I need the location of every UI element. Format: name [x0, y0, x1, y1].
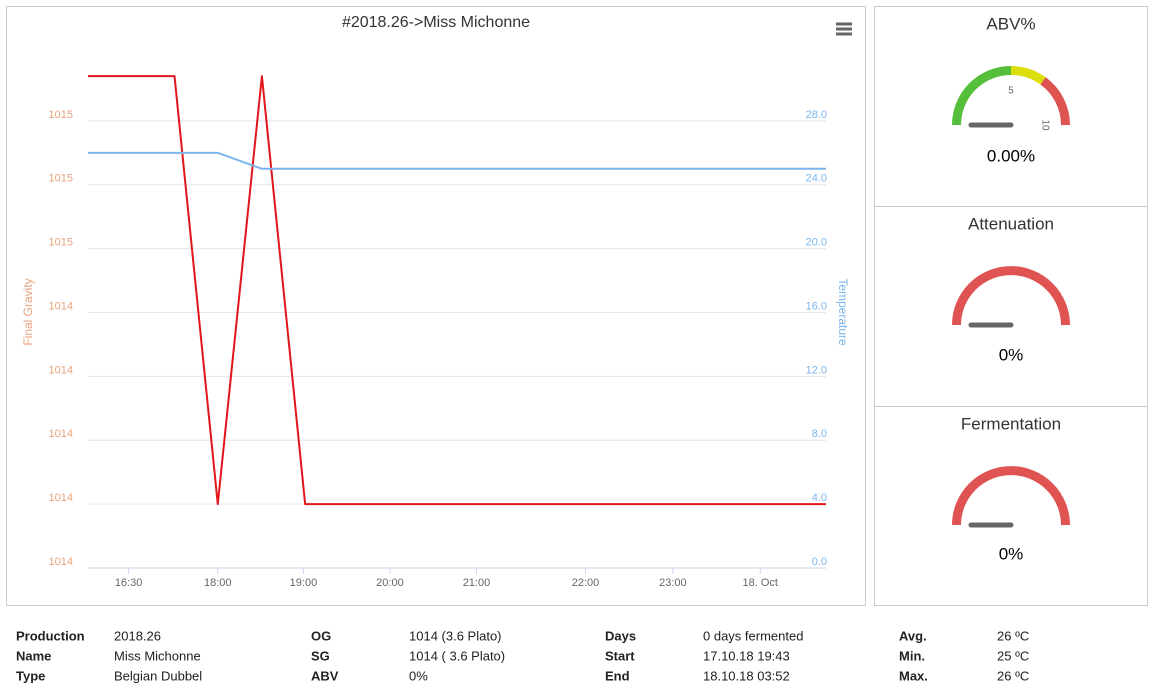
gauge-panel [874, 206, 1148, 407]
info-label: SG [311, 648, 330, 663]
gauge-value: 0.00% [987, 146, 1035, 165]
y2-tick-label: 24.0 [806, 173, 827, 185]
x-tick-label: 18. Oct [743, 577, 778, 589]
x-tick-label: 19:00 [290, 577, 318, 589]
x-tick-label: 20:00 [376, 577, 404, 589]
chart-panel [6, 6, 866, 606]
menu-icon[interactable] [836, 22, 852, 36]
gauge-tick-label: 10 [1039, 119, 1050, 131]
y2-tick-label: 4.0 [812, 492, 827, 504]
info-value: 17.10.18 19:43 [703, 648, 790, 663]
gauge-title: Attenuation [968, 214, 1054, 233]
gauge-tick-label: 5 [1008, 86, 1014, 97]
series-line [88, 75, 826, 506]
x-tick-label: 23:00 [659, 577, 687, 589]
y2-tick-label: 12.0 [806, 364, 827, 376]
info-value: 0% [409, 668, 428, 683]
info-value: 0 days fermented [703, 628, 803, 643]
y2-tick-label: 0.0 [812, 556, 827, 568]
gauge-band [1040, 77, 1070, 126]
y-tick-label: 1014 [49, 364, 73, 376]
info-label: OG [311, 628, 331, 643]
gauge-band [952, 266, 1070, 326]
y-tick-label: 1014 [49, 556, 73, 568]
info-value: 1014 (3.6 Plato) [409, 628, 502, 643]
info-value: 1014 ( 3.6 Plato) [409, 648, 505, 663]
info-label: Max. [899, 668, 928, 683]
y-axis-title: Final Gravity [21, 278, 35, 345]
series-line [88, 151, 826, 170]
info-value: 25 ºC [997, 648, 1029, 663]
gauge-band [952, 66, 1012, 126]
x-tick-label: 16:30 [115, 577, 143, 589]
info-label: Production [16, 628, 85, 643]
gauge-value: 0% [999, 345, 1024, 364]
y-tick-label: 1014 [49, 300, 73, 312]
y-tick-label: 1015 [49, 237, 73, 249]
gauge-title: Fermentation [961, 414, 1061, 433]
gauge-panel [874, 6, 1148, 207]
info-label: Avg. [899, 628, 927, 643]
info-value: 26 ºC [997, 668, 1029, 683]
gauge-band [952, 466, 1070, 526]
y-tick-label: 1014 [49, 428, 73, 440]
gauge-title: ABV% [986, 14, 1035, 33]
gauge-value: 0% [999, 544, 1024, 563]
info-label: Name [16, 648, 51, 663]
y-tick-label: 1015 [49, 173, 73, 185]
y2-tick-label: 28.0 [806, 109, 827, 121]
y-tick-label: 1015 [49, 109, 73, 121]
info-label: ABV [311, 668, 339, 683]
info-label: Min. [899, 648, 925, 663]
info-label: End [605, 668, 630, 683]
x-tick-label: 21:00 [463, 577, 491, 589]
y-tick-label: 1014 [49, 492, 73, 504]
info-value: Belgian Dubbel [114, 668, 202, 683]
menu-button[interactable] [832, 18, 854, 40]
info-value: Miss Michonne [114, 648, 201, 663]
y2-axis-title: Temperature [836, 278, 850, 346]
x-tick-label: 22:00 [572, 577, 600, 589]
info-label: Days [605, 628, 636, 643]
info-label: Type [16, 668, 45, 683]
x-tick-label: 18:00 [204, 577, 232, 589]
gauge-panel [874, 406, 1148, 606]
y2-tick-label: 8.0 [812, 428, 827, 440]
info-label: Start [605, 648, 635, 663]
y2-tick-label: 16.0 [806, 300, 827, 312]
info-value: 2018.26 [114, 628, 161, 643]
gauge-band [1010, 66, 1046, 85]
chart-title: #2018.26->Miss Michonne [342, 14, 530, 31]
y2-tick-label: 20.0 [806, 237, 827, 249]
info-value: 18.10.18 03:52 [703, 668, 790, 683]
info-value: 26 ºC [997, 628, 1029, 643]
